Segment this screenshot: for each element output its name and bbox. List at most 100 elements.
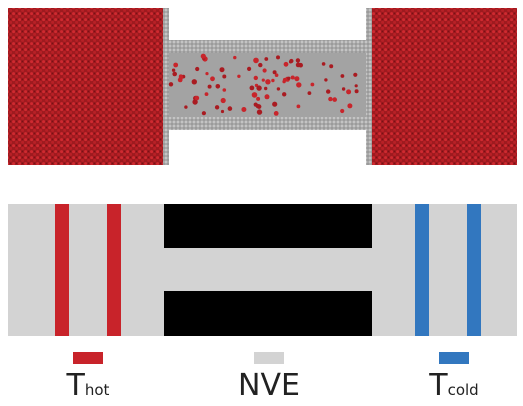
upper-channel-wall xyxy=(165,40,370,53)
fluid-particle xyxy=(272,70,277,75)
fluid-particle xyxy=(237,74,241,79)
nve-label: NVE xyxy=(238,368,300,403)
fluid-particle xyxy=(210,76,215,82)
fluid-particle xyxy=(282,79,286,84)
fluid-particle xyxy=(241,107,247,112)
fluid-particle xyxy=(283,61,289,67)
fluid-particle xyxy=(264,57,269,61)
legend-nve: NVE xyxy=(226,352,312,402)
fluid-particle xyxy=(282,92,287,97)
channel-interior xyxy=(169,53,366,117)
fluid-particle xyxy=(264,86,268,91)
cold-swatch xyxy=(439,352,469,364)
fluid-particle xyxy=(253,57,259,64)
cold-thermostat-strip xyxy=(467,204,481,336)
fluid-particle xyxy=(194,95,200,101)
fluid-particle xyxy=(200,53,206,59)
fluid-particle xyxy=(249,85,255,91)
fluid-particle xyxy=(346,89,352,95)
fluid-particle xyxy=(220,109,225,114)
fluid-particle xyxy=(296,82,302,88)
fluid-particle xyxy=(354,89,359,94)
fluid-particle xyxy=(265,79,271,85)
fluid-particle xyxy=(353,72,358,77)
channel-particles xyxy=(168,53,359,116)
fluid-particle xyxy=(276,55,280,60)
lower-channel-wall xyxy=(165,117,370,130)
fluid-particle xyxy=(256,85,262,91)
fluid-particle xyxy=(195,66,200,72)
fluid-particle xyxy=(256,96,261,101)
cold-thermostat-strip xyxy=(415,204,429,336)
right-wall xyxy=(366,8,372,165)
fluid-particle xyxy=(274,73,279,77)
fluid-particle xyxy=(255,104,260,109)
nve-swatch xyxy=(254,352,284,364)
fluid-particle xyxy=(233,55,237,60)
fluid-particle xyxy=(340,108,345,114)
fluid-particle xyxy=(341,87,346,91)
fluid-particle xyxy=(253,75,258,81)
fluid-particle xyxy=(328,96,333,102)
fluid-particle xyxy=(172,71,177,77)
fluid-particle xyxy=(184,105,188,109)
cold-label: Tcold xyxy=(429,368,479,403)
fluid-particle xyxy=(261,78,265,82)
fluid-particle xyxy=(324,78,328,82)
hot-reservoir xyxy=(8,8,165,165)
fluid-particle xyxy=(262,68,267,73)
fluid-particle xyxy=(222,88,227,92)
hot-thermostat-strip xyxy=(55,204,69,336)
lower-solid-wall xyxy=(164,291,372,336)
fluid-particle xyxy=(276,87,281,91)
fluid-particle xyxy=(207,84,212,89)
fluid-particle xyxy=(310,82,315,87)
fluid-particle xyxy=(340,74,345,78)
fluid-particle xyxy=(205,72,209,76)
region-schematic xyxy=(8,204,517,336)
fluid-particle xyxy=(295,62,301,68)
fluid-particle xyxy=(258,62,263,68)
simulation-figure xyxy=(8,8,517,336)
molecular-snapshot xyxy=(8,8,517,165)
fluid-particle xyxy=(290,75,295,80)
fluid-particle xyxy=(247,66,252,71)
fluid-particle xyxy=(178,74,183,79)
fluid-particle xyxy=(287,76,291,81)
fluid-particle xyxy=(347,103,353,109)
fluid-particle xyxy=(329,64,334,69)
fluid-particle xyxy=(272,101,278,107)
fluid-particle xyxy=(222,74,227,79)
legend-cold: Tcold xyxy=(414,352,494,406)
hot-swatch xyxy=(73,352,103,364)
hot-thermostat-strip xyxy=(107,204,121,336)
fluid-particle xyxy=(326,89,331,94)
fluid-particle xyxy=(191,79,197,85)
fluid-particle xyxy=(288,60,293,64)
fluid-particle xyxy=(264,94,270,100)
fluid-particle xyxy=(332,97,338,102)
hot-label: Thot xyxy=(66,368,110,403)
left-wall xyxy=(163,8,169,165)
fluid-particle xyxy=(214,105,220,110)
fluid-particle xyxy=(219,67,225,73)
upper-solid-wall xyxy=(164,204,372,248)
fluid-particle xyxy=(204,92,209,96)
fluid-particle xyxy=(251,92,258,98)
fluid-particle xyxy=(295,58,301,63)
cold-reservoir xyxy=(371,8,517,165)
fluid-particle xyxy=(296,104,301,109)
fluid-particle xyxy=(307,91,312,95)
fluid-particle xyxy=(354,84,358,88)
fluid-particle xyxy=(271,78,275,83)
fluid-particle xyxy=(273,111,279,116)
fluid-particle xyxy=(220,97,226,104)
fluid-particle xyxy=(173,62,179,68)
fluid-particle xyxy=(321,62,326,66)
fluid-particle xyxy=(294,76,300,82)
fluid-particle xyxy=(168,82,174,87)
fluid-particle xyxy=(201,111,206,116)
legend-hot: Thot xyxy=(58,352,118,406)
fluid-particle xyxy=(256,109,263,115)
fluid-particle xyxy=(215,84,221,89)
